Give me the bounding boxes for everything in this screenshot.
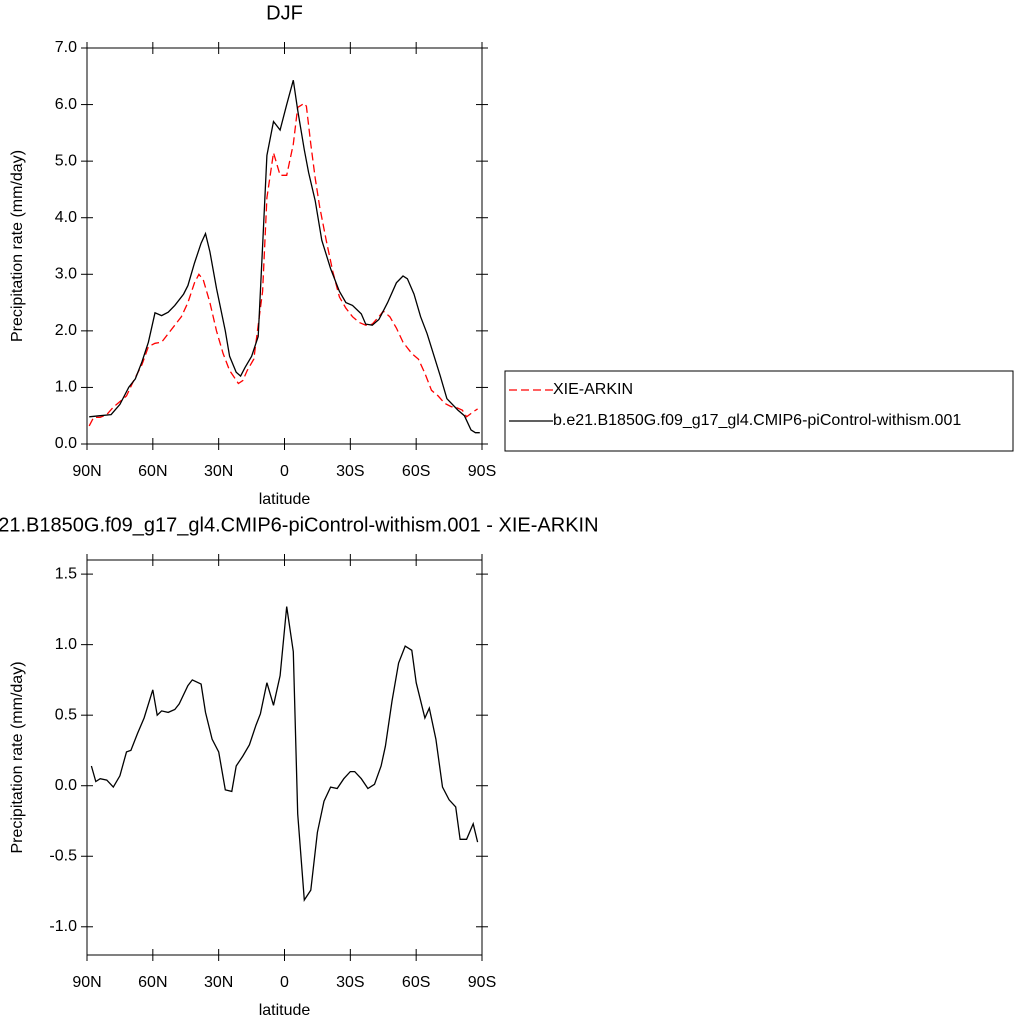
chart-title: b.e21.B1850G.f09_g17_gl4.CMIP6-piControl… [0, 514, 599, 536]
data-line [88, 102, 478, 427]
y-tick-label: 3.0 [55, 266, 77, 283]
y-tick-label: -0.5 [49, 847, 77, 864]
y-axis-label: Precipitation rate (mm/day) [9, 150, 26, 342]
y-tick-label: 4.0 [55, 209, 77, 226]
y-tick-label: -1.0 [49, 918, 77, 935]
data-line [89, 80, 480, 434]
x-tick-label: 60S [402, 974, 430, 991]
x-tick-label: 60N [138, 974, 167, 991]
y-tick-label: 6.0 [55, 96, 77, 113]
x-tick-label: 60N [138, 463, 167, 480]
x-tick-label: 90N [72, 463, 101, 480]
y-tick-label: 7.0 [55, 39, 77, 56]
chart-title: DJF [266, 2, 303, 24]
x-tick-label: 30N [204, 974, 233, 991]
y-tick-label: 2.0 [55, 322, 77, 339]
x-tick-label: 0 [280, 974, 289, 991]
y-tick-label: 5.0 [55, 152, 77, 169]
legend-box [504, 370, 1014, 452]
x-axis-label: latitude [259, 1002, 311, 1019]
x-tick-label: 0 [280, 463, 289, 480]
data-line [90, 606, 479, 902]
y-tick-label: 1.0 [55, 636, 77, 653]
x-tick-label: 90S [468, 463, 496, 480]
y-tick-label: 0.0 [55, 435, 77, 452]
x-axis-label: latitude [259, 491, 311, 508]
x-tick-label: 90N [72, 974, 101, 991]
x-tick-label: 30S [336, 463, 364, 480]
legend-label: b.e21.B1850G.f09_g17_gl4.CMIP6-piControl… [553, 412, 961, 429]
y-tick-label: 1.0 [55, 379, 77, 396]
y-tick-label: 0.5 [55, 706, 77, 723]
legend-label: XIE-ARKIN [553, 381, 633, 398]
x-tick-label: 30S [336, 974, 364, 991]
plot-frame [86, 47, 483, 445]
x-tick-label: 90S [468, 974, 496, 991]
y-axis-label: Precipitation rate (mm/day) [9, 661, 26, 853]
plot-frame [86, 559, 483, 956]
x-tick-label: 60S [402, 463, 430, 480]
y-tick-label: 0.0 [55, 777, 77, 794]
x-tick-label: 30N [204, 463, 233, 480]
y-tick-label: 1.5 [55, 565, 77, 582]
